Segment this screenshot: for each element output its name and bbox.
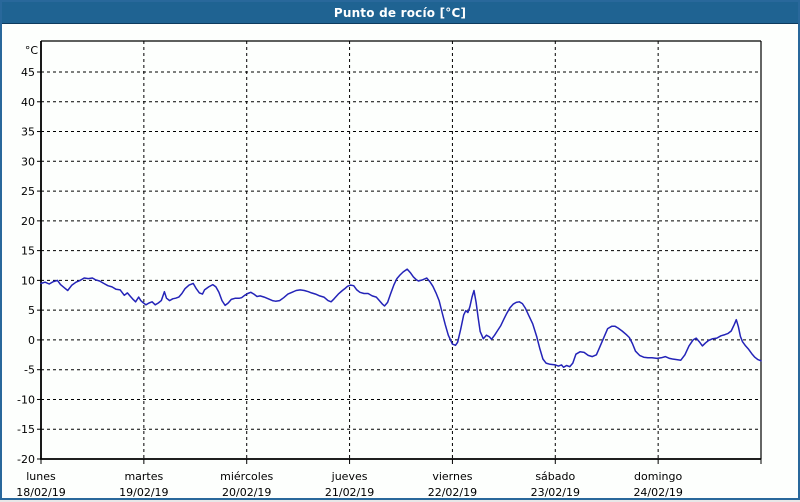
y-tick-label: 35 (21, 126, 35, 139)
chart-title: Punto de rocío [°C] (333, 5, 467, 20)
gridlines (41, 41, 761, 459)
chart-area: 45 40 35 30 25 20 15 10 5 0 -5 -10 -15 -20 °C lunes 18/0… (2, 24, 798, 499)
y-tick-label: 30 (21, 155, 35, 168)
day-date-label: 22/02/19 (428, 486, 477, 498)
day-name-label: sábado (535, 470, 575, 483)
y-tick-label: 5 (28, 304, 35, 317)
x-axis-labels: lunes 18/02/19 martes 19/02/19 miércoles 20/0… (16, 459, 762, 499)
day-name-label: lunes (26, 470, 56, 483)
y-tick-label: 0 (28, 334, 35, 347)
y-tick-label: 40 (21, 96, 35, 109)
y-axis-labels: 45 40 35 30 25 20 15 10 5 0 -5 -10 -15 -20 °C (17, 44, 41, 466)
title-bar: Punto de rocío [°C] (2, 2, 798, 24)
y-tick-label: -5 (24, 364, 35, 377)
day-date-label: 20/02/19 (222, 486, 271, 498)
day-date-label: 23/02/19 (531, 486, 580, 498)
day-name-label: martes (124, 470, 163, 483)
y-tick-label: 20 (21, 215, 35, 228)
y-tick-label: 45 (21, 66, 35, 79)
day-date-label: 19/02/19 (119, 486, 168, 498)
y-axis-unit-label: °C (25, 44, 39, 57)
y-tick-label: -20 (17, 453, 35, 466)
axes (40, 40, 762, 460)
y-tick-label: -15 (17, 423, 35, 436)
dew-point-line-chart: 45 40 35 30 25 20 15 10 5 0 -5 -10 -15 -20 °C lunes 18/0… (16, 40, 762, 499)
day-name-label: miércoles (220, 470, 273, 483)
day-name-label: domingo (634, 470, 682, 483)
y-tick-label: 25 (21, 185, 35, 198)
y-tick-label: 15 (21, 245, 35, 258)
y-tick-label: 10 (21, 274, 35, 287)
y-tick-label: -10 (17, 393, 35, 406)
day-date-label: 21/02/19 (325, 486, 374, 498)
day-name-label: jueves (331, 470, 368, 483)
dew-point-series-line (40, 268, 762, 369)
day-name-label: viernes (432, 470, 472, 483)
day-date-label: 24/02/19 (633, 486, 682, 498)
day-date-label: 18/02/19 (16, 486, 65, 498)
